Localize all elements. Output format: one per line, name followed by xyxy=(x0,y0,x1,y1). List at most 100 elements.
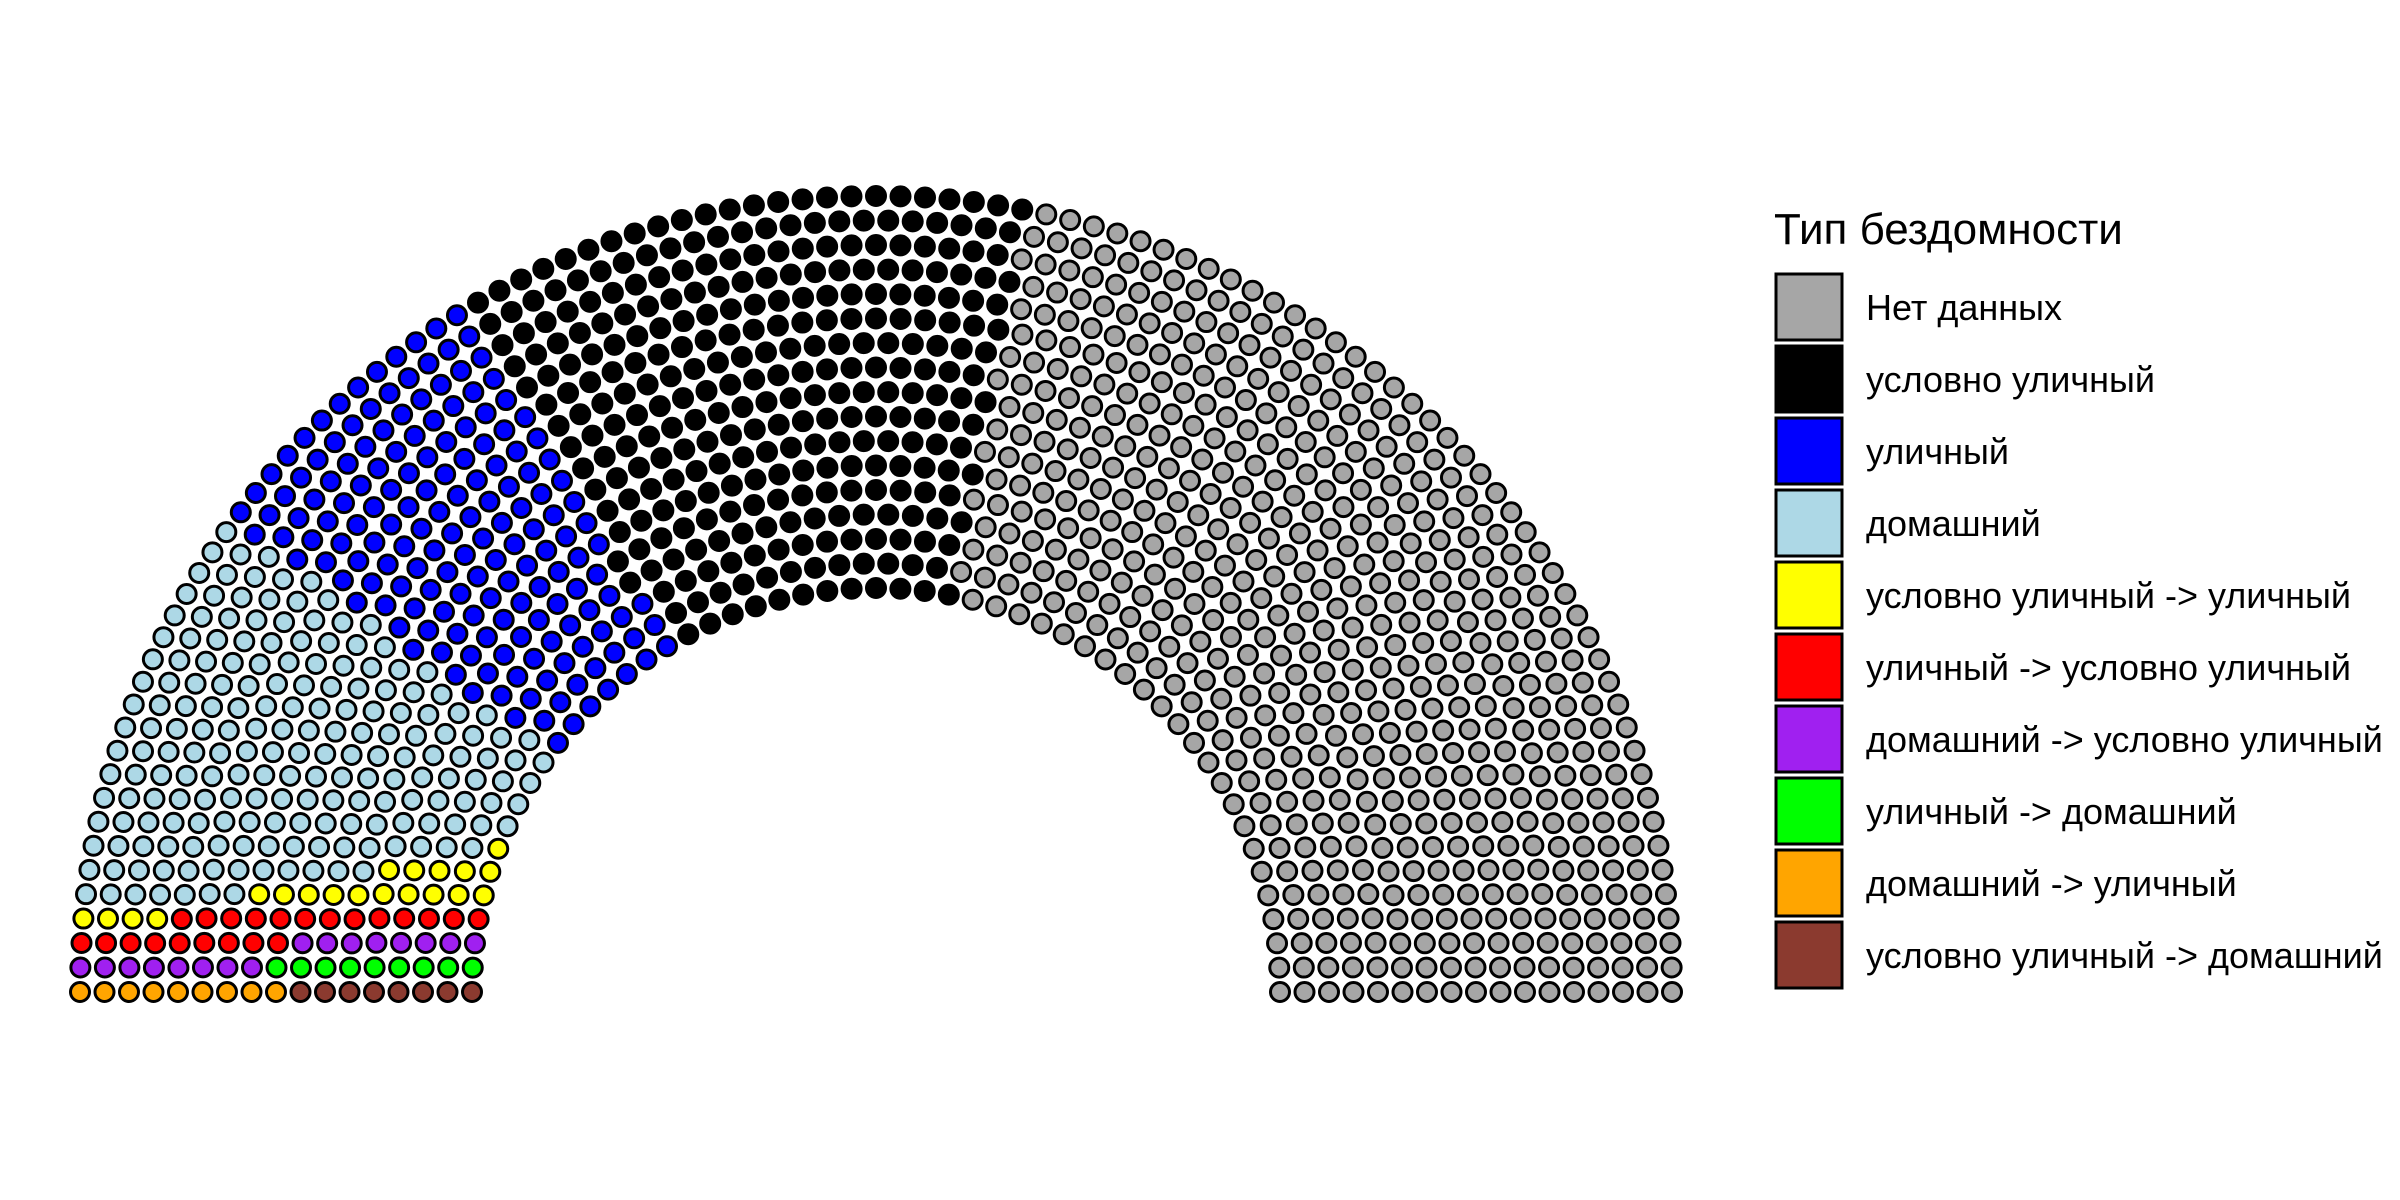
seat-домашний xyxy=(314,812,337,835)
seat-уличный xyxy=(516,554,539,577)
seat-условно-уличный xyxy=(754,341,777,364)
seat-нет-данных xyxy=(1163,269,1186,292)
seat-условно-уличный xyxy=(579,290,602,313)
seat-нет-данных xyxy=(1413,510,1436,533)
seat-нет-данных xyxy=(1535,788,1558,811)
seat-домашний xyxy=(279,764,302,787)
seat-уличный-to-условно-уличный xyxy=(244,907,267,930)
seat-домашний xyxy=(322,789,345,812)
seat-условно-уличный xyxy=(792,583,815,606)
seat-нет-данных xyxy=(1351,382,1374,405)
seat-нет-данных xyxy=(1094,648,1117,671)
seat-условно-уличный xyxy=(708,452,731,475)
seat-условно-уличный-to-уличный xyxy=(479,860,502,883)
seat-нет-данных xyxy=(1651,858,1674,881)
seat-нет-данных xyxy=(1215,406,1238,429)
seat-нет-данных xyxy=(1561,788,1584,811)
seat-нет-данных xyxy=(1103,404,1126,427)
seat-нет-данных xyxy=(1412,632,1435,654)
seat-условно-уличный xyxy=(619,571,642,594)
seat-уличный xyxy=(546,592,569,615)
seat-уличный xyxy=(586,563,609,586)
seat-уличный xyxy=(482,367,505,390)
seat-нет-данных xyxy=(1158,635,1181,658)
seat-домашний xyxy=(444,813,467,836)
seat-условно-уличный xyxy=(707,275,730,298)
seat-условно-уличный-to-уличный xyxy=(322,883,345,906)
seat-условно-уличный xyxy=(647,215,670,238)
seat-нет-данных xyxy=(1307,883,1330,906)
seat-домашний xyxy=(152,859,175,882)
seat-домашний xyxy=(504,749,527,772)
seat-нет-данных xyxy=(1528,541,1551,564)
seat-нет-данных xyxy=(1389,813,1412,836)
seat-нет-данных xyxy=(1249,791,1272,814)
seat-нет-данных xyxy=(1210,772,1233,794)
seat-нет-данных xyxy=(973,440,996,463)
seat-нет-данных xyxy=(1162,546,1185,569)
seat-нет-данных xyxy=(1421,835,1444,858)
seat-нет-данных xyxy=(1300,373,1323,396)
seat-нет-данных xyxy=(1541,561,1564,584)
seat-нет-данных xyxy=(1101,538,1124,561)
seat-условно-уличный xyxy=(877,503,900,526)
seat-условно-уличный xyxy=(718,198,741,221)
seat-нет-данных xyxy=(1276,790,1299,813)
seat-нет-данных xyxy=(1266,932,1289,955)
seat-домашний xyxy=(480,791,503,814)
seat-домашний xyxy=(201,765,224,788)
seat-уличный xyxy=(485,454,508,477)
seat-уличный xyxy=(542,504,565,527)
seat-условно-уличный xyxy=(605,467,628,490)
seat-нет-данных xyxy=(1497,834,1520,857)
seat-нет-данных xyxy=(1267,604,1290,627)
seat-нет-данных xyxy=(1571,671,1594,694)
seat-условно-уличный xyxy=(865,454,887,477)
seat-домашний xyxy=(271,788,294,811)
seat-нет-данных xyxy=(1310,578,1333,601)
seat-нет-данных xyxy=(1280,359,1303,382)
seat-домашний xyxy=(263,811,286,834)
seat-домашний xyxy=(215,521,238,544)
seat-условно-уличный xyxy=(659,237,682,260)
seat-нет-данных xyxy=(1197,257,1220,280)
seat-нет-данных xyxy=(1032,560,1055,583)
seat-нет-данных xyxy=(1337,811,1360,834)
seat-условно-уличный xyxy=(865,307,887,330)
seat-нет-данных xyxy=(1469,632,1492,654)
seat-нет-данных xyxy=(1154,512,1177,535)
seat-уличный xyxy=(397,496,420,519)
seat-условно-уличный xyxy=(640,477,663,500)
seat-нет-данных xyxy=(1182,414,1205,437)
seat-нет-данных xyxy=(1068,416,1091,439)
seat-нет-данных xyxy=(1326,859,1349,882)
seat-нет-данных xyxy=(1597,835,1620,858)
seat-нет-данных xyxy=(1022,275,1045,298)
seat-нет-данных xyxy=(1307,744,1330,767)
seat-уличный xyxy=(656,635,678,658)
seat-домашний xyxy=(162,811,185,834)
seat-домашний xyxy=(393,746,416,769)
seat-нет-данных xyxy=(1466,811,1489,834)
seat-уличный xyxy=(388,616,411,639)
seat-нет-данных xyxy=(1306,539,1329,562)
seat-уличный xyxy=(363,531,386,554)
seat-нет-данных xyxy=(1375,435,1398,458)
seat-уличный xyxy=(287,507,310,530)
seat-нет-данных xyxy=(1442,507,1465,530)
seat-нет-данных xyxy=(1634,932,1657,955)
seat-домашний xyxy=(257,545,280,568)
seat-нет-данных xyxy=(1536,931,1559,954)
seat-домашний-to-условно-уличный xyxy=(390,931,413,954)
seat-домашний xyxy=(333,836,356,859)
seat-домашний xyxy=(213,810,236,833)
seat-условно-уличный xyxy=(640,559,663,582)
seat-домашний xyxy=(447,702,470,725)
seat-условно-уличный xyxy=(624,273,647,296)
seat-условно-уличный xyxy=(630,509,653,532)
seat-домашний-to-уличный xyxy=(265,981,287,1003)
seat-домашний xyxy=(201,696,224,719)
seat-нет-данных xyxy=(1423,448,1446,471)
seat-условно-уличный xyxy=(512,322,535,345)
